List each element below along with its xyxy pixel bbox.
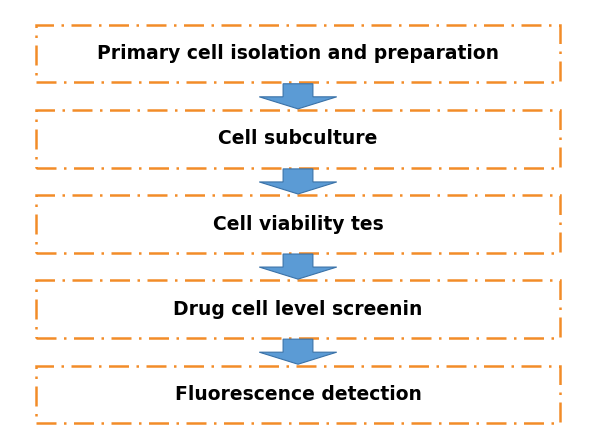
Polygon shape (259, 84, 337, 109)
Text: Primary cell isolation and preparation: Primary cell isolation and preparation (97, 44, 499, 63)
Bar (36, 195, 560, 253)
Bar (36, 110, 560, 168)
Text: Cell subculture: Cell subculture (218, 129, 378, 148)
Text: Cell viability tes: Cell viability tes (213, 215, 383, 233)
Polygon shape (259, 169, 337, 194)
Bar (36, 366, 560, 423)
Polygon shape (259, 254, 337, 279)
Bar (36, 280, 560, 338)
Polygon shape (259, 339, 337, 364)
Text: Fluorescence detection: Fluorescence detection (175, 385, 421, 404)
Bar (36, 25, 560, 82)
Text: Drug cell level screenin: Drug cell level screenin (173, 300, 423, 319)
